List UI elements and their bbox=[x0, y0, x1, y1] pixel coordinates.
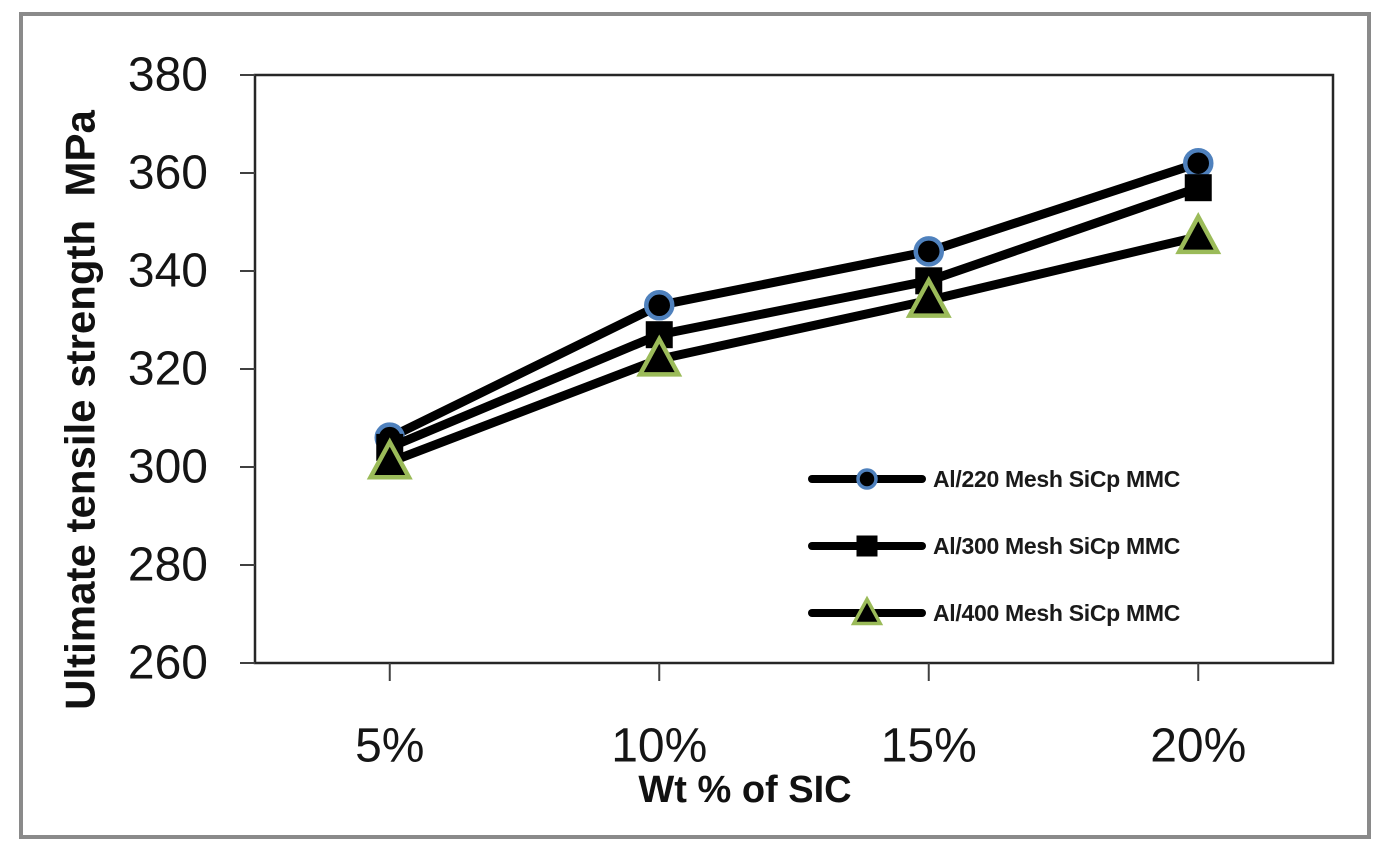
figure-border bbox=[19, 12, 1371, 839]
x-axis-title: Wt % of SIC bbox=[638, 769, 851, 811]
series-1-marker bbox=[1183, 147, 1214, 179]
y-axis-title: Ultimate tensile strength MPa bbox=[57, 109, 104, 709]
legend: Al/220 Mesh SiCp MMC Al/300 Mesh SiCp MMC… bbox=[808, 466, 1180, 626]
legend-label: Al/300 Mesh SiCp MMC bbox=[933, 533, 1180, 559]
series-3-marker bbox=[366, 437, 413, 480]
y-tick-label: 300 bbox=[128, 441, 208, 494]
y-tick-label: 280 bbox=[128, 539, 208, 592]
legend-label: Al/400 Mesh SiCp MMC bbox=[933, 600, 1180, 626]
series-line-2 bbox=[385, 183, 1203, 452]
x-tick-label: 10% bbox=[611, 720, 707, 773]
x-axis-ticks bbox=[388, 663, 1200, 681]
x-axis-labels: 5% 10% 15% 20% bbox=[355, 720, 1246, 773]
y-axis-ticks bbox=[240, 74, 255, 664]
y-tick-label: 360 bbox=[128, 147, 208, 200]
x-tick-label: 15% bbox=[881, 720, 977, 773]
series-group bbox=[366, 147, 1222, 480]
legend-item: Al/220 Mesh SiCp MMC bbox=[808, 466, 1180, 492]
y-tick-label: 340 bbox=[128, 245, 208, 298]
legend-label: Al/220 Mesh SiCp MMC bbox=[933, 466, 1180, 492]
circle-legend-marker-icon bbox=[856, 468, 878, 490]
x-tick-label: 5% bbox=[355, 720, 424, 773]
y-tick-label: 320 bbox=[128, 343, 208, 396]
y-tick-label: 260 bbox=[128, 637, 208, 690]
series-2-marker bbox=[1184, 174, 1212, 202]
series-1-marker bbox=[913, 236, 944, 267]
series-3-marker bbox=[905, 275, 952, 318]
series-3-marker bbox=[636, 334, 683, 377]
series-1-marker bbox=[644, 290, 675, 321]
y-tick-label: 380 bbox=[128, 49, 208, 102]
y-axis-labels: 260 280 300 320 340 360 380 bbox=[128, 49, 208, 690]
legend-item: Al/300 Mesh SiCp MMC bbox=[808, 533, 1180, 559]
legend-item: Al/400 Mesh SiCp MMC bbox=[808, 595, 1180, 626]
series-3-marker bbox=[1175, 212, 1222, 255]
series-line-3 bbox=[385, 232, 1203, 467]
x-tick-label: 20% bbox=[1150, 720, 1246, 773]
triangle-legend-marker-icon bbox=[850, 595, 884, 626]
series-line-1 bbox=[385, 158, 1203, 443]
square-legend-marker-icon bbox=[856, 535, 878, 557]
